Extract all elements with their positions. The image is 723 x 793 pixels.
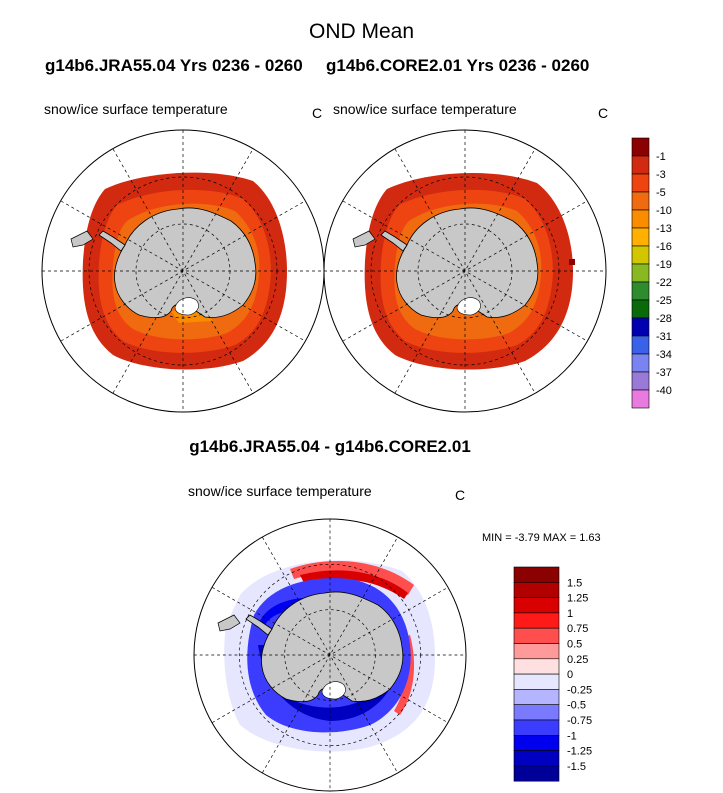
difference-map <box>194 519 466 791</box>
colorbar-temperature: -1 -3 -5 -10 -13 -16 -19 -22 -25 -28 -31 -34 -37 -40 <box>631 137 672 409</box>
colorbar-temperature-swatch <box>631 317 650 337</box>
colorbar-temperature-swatch <box>631 227 650 247</box>
colorbar-temperature-swatch <box>631 191 650 211</box>
right-panel-label: snow/ice surface temperature <box>333 101 517 117</box>
colorbar-temperature-swatch <box>631 299 650 319</box>
colorbar-temperature-swatch <box>631 335 650 355</box>
colorbar-difference-label: -0.25 <box>567 684 592 696</box>
colorbar-difference-swatch <box>513 704 560 721</box>
colorbar-difference-label: 0.25 <box>567 654 588 666</box>
colorbar-difference-label: 0 <box>567 669 573 681</box>
colorbar-difference-swatch <box>513 673 560 690</box>
colorbar-temperature-swatch <box>631 245 650 265</box>
colorbar-difference-swatch <box>513 734 560 751</box>
colorbar-temperature-label: -31 <box>656 331 672 343</box>
colorbar-temperature-label: -37 <box>656 367 672 379</box>
colorbar-difference-label: 1.25 <box>567 593 588 605</box>
left-panel-label: snow/ice surface temperature <box>44 101 228 117</box>
colorbar-temperature-label: -13 <box>656 223 672 235</box>
colorbar-temperature-swatch <box>631 263 650 283</box>
colorbar-temperature-label: -16 <box>656 241 672 253</box>
colorbar-difference-swatch <box>513 643 560 660</box>
colorbar-difference-swatch <box>513 719 560 736</box>
colorbar-difference-label: 1 <box>567 608 573 620</box>
max-label: MAX = <box>542 532 577 544</box>
colorbar-difference-swatch <box>513 658 560 675</box>
colorbar-difference-label: 1.5 <box>567 577 582 589</box>
colorbar-temperature-swatch <box>631 353 650 373</box>
colorbar-difference-swatch <box>513 765 560 782</box>
min-value: -3.79 <box>514 532 540 544</box>
run-a-title: g14b6.JRA55.04 Yrs 0236 - 0260 <box>45 56 303 75</box>
colorbar-difference-label: -1.25 <box>567 746 592 758</box>
diff-panel-unit: C <box>455 487 466 503</box>
colorbar-difference: 1.5 1.25 1 0.75 0.5 0.25 0 -0.25 -0.5 -0.75 -1 -1.2… <box>513 566 592 782</box>
colorbar-temperature-label: -19 <box>656 259 672 271</box>
colorbar-temperature-label: -25 <box>656 295 672 307</box>
colorbar-temperature-label: -40 <box>656 385 672 397</box>
colorbar-temperature-label: -34 <box>656 349 672 361</box>
colorbar-temperature-swatch <box>631 281 650 301</box>
colorbar-difference-swatch <box>513 566 560 583</box>
colorbar-difference-swatch <box>513 627 560 644</box>
colorbar-temperature-swatch <box>631 209 650 229</box>
right-map <box>324 130 606 412</box>
colorbar-temperature-label: -3 <box>656 169 666 181</box>
colorbar-difference-label: -1.5 <box>567 761 586 773</box>
colorbar-temperature-label: -1 <box>656 151 666 163</box>
colorbar-difference-label: 0.75 <box>567 623 588 635</box>
right-map-border <box>323 129 607 413</box>
difference-map-border <box>193 518 467 792</box>
diff-panel-label: snow/ice surface temperature <box>188 483 372 499</box>
colorbar-temperature-swatch <box>631 173 650 193</box>
colorbar-difference-label: -0.75 <box>567 715 592 727</box>
colorbar-difference-label: -1 <box>567 730 577 742</box>
colorbar-temperature-swatch <box>631 371 650 391</box>
colorbar-temperature-swatch <box>631 389 650 409</box>
colorbar-difference-label: 0.5 <box>567 639 582 651</box>
run-b-title: g14b6.CORE2.01 Yrs 0236 - 0260 <box>326 56 590 75</box>
colorbar-temperature-swatch <box>631 137 650 157</box>
min-max-readout: MIN = -3.79 MAX = 1.63 <box>482 532 601 544</box>
max-value: 1.63 <box>579 532 601 544</box>
main-title: OND Mean <box>308 20 415 43</box>
colorbar-temperature-label: -22 <box>656 277 672 289</box>
difference-title: g14b6.JRA55.04 - g14b6.CORE2.01 <box>189 437 471 456</box>
colorbar-difference-swatch <box>513 581 560 598</box>
colorbar-temperature-label: -5 <box>656 187 666 199</box>
colorbar-temperature-label: -10 <box>656 205 672 217</box>
left-panel-unit: C <box>312 105 323 121</box>
colorbar-temperature-label: -28 <box>656 313 672 325</box>
colorbar-temperature-swatch <box>631 155 650 175</box>
colorbar-difference-swatch <box>513 612 560 629</box>
right-panel-unit: C <box>598 105 609 121</box>
colorbar-difference-swatch <box>513 750 560 767</box>
min-label: MIN = <box>482 532 512 544</box>
colorbar-difference-label: -0.5 <box>567 700 586 712</box>
left-map <box>42 130 324 412</box>
colorbar-difference-swatch <box>513 597 560 614</box>
colorbar-difference-swatch <box>513 689 560 706</box>
